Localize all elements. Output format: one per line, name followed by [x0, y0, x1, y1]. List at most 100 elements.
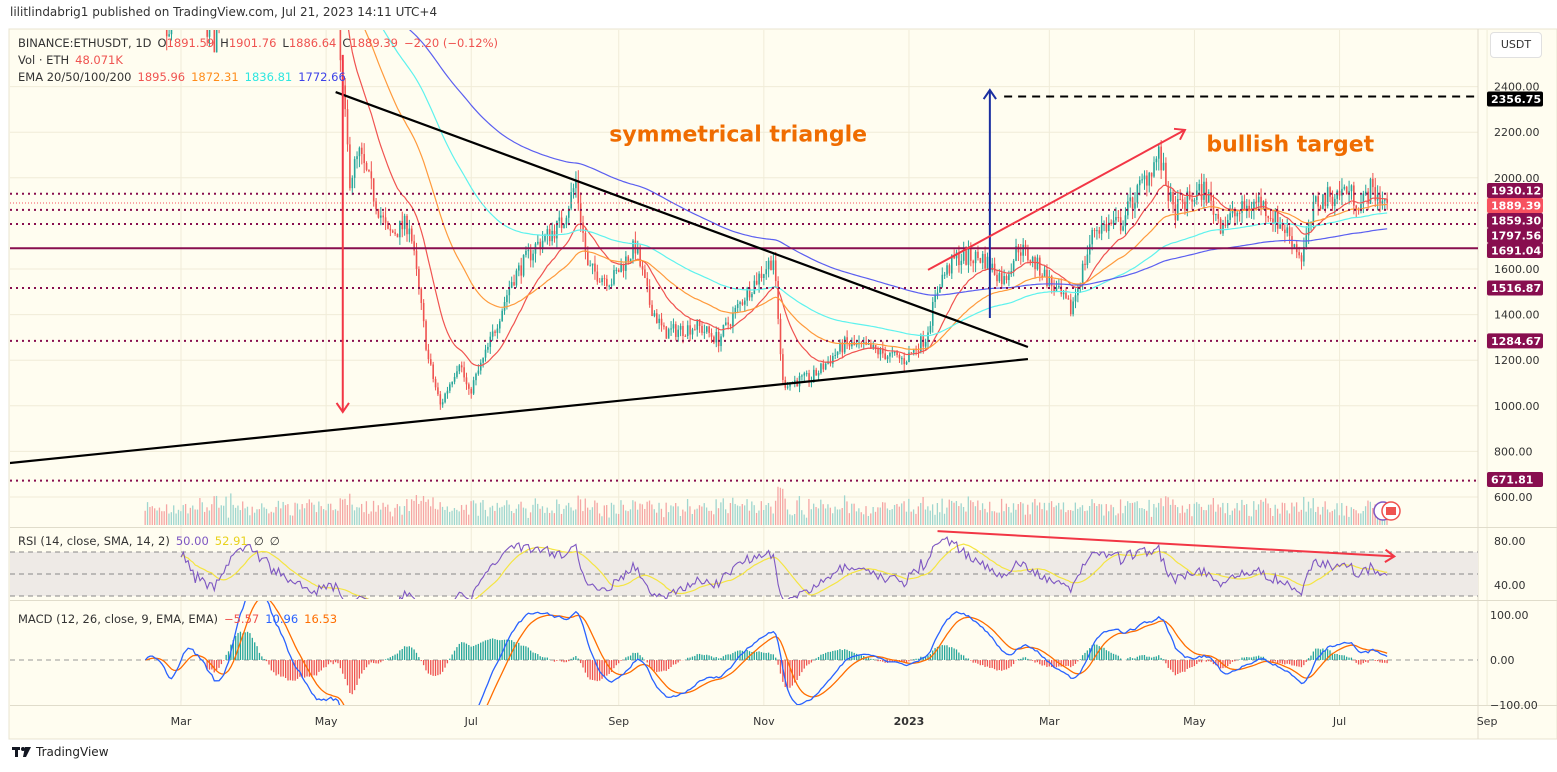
- macd-histogram-bar: [832, 650, 834, 660]
- volume-bar: [1160, 498, 1162, 525]
- macd-histogram-bar: [634, 653, 636, 660]
- rising-trend-arrow[interactable]: [927, 129, 1186, 271]
- macd-histogram-bar: [613, 660, 615, 669]
- footer-brand[interactable]: TradingView: [12, 745, 109, 759]
- candle-body: [629, 258, 632, 262]
- volume-bar: [206, 507, 208, 525]
- volume-bar: [796, 500, 798, 525]
- volume-bar: [472, 500, 475, 525]
- volume-bar: [874, 511, 877, 525]
- candle-body: [1079, 284, 1082, 288]
- macd-histogram-bar: [261, 656, 263, 660]
- candle-body: [449, 384, 451, 391]
- volume-bar: [337, 510, 339, 525]
- annotation-text[interactable]: bullish target: [1206, 133, 1374, 158]
- candle-body: [380, 215, 382, 218]
- rsi-divergence-arrow-head: [1384, 548, 1397, 563]
- macd-histogram-bar: [537, 654, 539, 660]
- candle-body: [482, 357, 484, 363]
- candle-body: [1086, 254, 1089, 265]
- volume-bar: [434, 508, 437, 525]
- volume-bar: [1364, 506, 1367, 525]
- candle-body: [908, 352, 910, 363]
- volume-bar: [1291, 502, 1293, 525]
- volume-bar: [1229, 514, 1231, 525]
- macd-histogram-bar: [225, 654, 227, 660]
- candle-body: [415, 250, 418, 269]
- macd-histogram-bar: [377, 660, 380, 664]
- annotation-text[interactable]: symmetrical triangle: [609, 122, 867, 147]
- volume-bar: [810, 509, 812, 525]
- volume-bar: [503, 505, 506, 525]
- volume-bar: [1031, 502, 1034, 525]
- macd-histogram-bar: [327, 660, 330, 665]
- volume-bar: [1100, 504, 1103, 525]
- candle-body: [708, 326, 710, 334]
- macd-histogram-bar: [1048, 660, 1050, 667]
- candle-body: [1276, 210, 1279, 229]
- candle-body: [836, 351, 839, 355]
- candle-body: [1072, 301, 1074, 315]
- volume-bar: [1134, 502, 1136, 525]
- rsi-divergence-arrow[interactable]: [937, 530, 1395, 558]
- candle-body: [1303, 246, 1305, 262]
- macd-histogram-bar: [1374, 660, 1376, 661]
- candle-body: [1319, 206, 1322, 210]
- macd-histogram-bar: [1284, 660, 1286, 665]
- volume-bar: [708, 510, 710, 525]
- volume-bar: [625, 510, 627, 525]
- volume-bar: [1305, 511, 1307, 525]
- macd-histogram-bar: [844, 649, 846, 660]
- volume-bar: [1248, 515, 1250, 525]
- volume-bar: [1255, 509, 1257, 525]
- triangle-lower-trendline[interactable]: [10, 357, 1029, 465]
- volume-bar: [941, 498, 943, 525]
- volume-bar: [589, 509, 591, 525]
- volume-bar: [979, 510, 981, 525]
- macd-histogram-bar: [1158, 655, 1160, 660]
- volume-bar: [1215, 511, 1217, 525]
- rsi-pane[interactable]: [10, 530, 1478, 617]
- currency-button[interactable]: USDT: [1490, 32, 1542, 58]
- volume-bar: [1357, 513, 1360, 525]
- volume-bar: [1241, 499, 1243, 525]
- macd-histogram-bar: [308, 660, 311, 677]
- macd-pane[interactable]: [10, 587, 1478, 772]
- macd-histogram-bar: [706, 654, 708, 660]
- height-down-arrow-head: [335, 402, 350, 414]
- macd-histogram-bar: [594, 660, 596, 681]
- macd-histogram-bar: [701, 654, 703, 660]
- volume-bar: [429, 506, 432, 525]
- triangle-upper-trendline[interactable]: [335, 91, 1029, 349]
- volume-bar: [1286, 510, 1288, 525]
- volume-bar: [346, 505, 349, 525]
- candle-body: [432, 364, 434, 379]
- candle-body: [872, 345, 875, 349]
- candle-body: [211, 22, 213, 24]
- volume-bar: [213, 496, 215, 525]
- volume-bar: [168, 513, 170, 525]
- candle-body: [463, 367, 465, 378]
- time-tick-label: May: [315, 715, 338, 728]
- macd-histogram-bar: [677, 660, 679, 663]
- main-pane[interactable]: symmetrical triangle bullish target: [10, 0, 1478, 525]
- macd-histogram-bar: [1269, 660, 1272, 662]
- candle-body: [339, 30, 342, 61]
- candle-body: [346, 109, 349, 145]
- macd-histogram-bar: [1150, 657, 1153, 660]
- macd-histogram-bar: [687, 657, 689, 660]
- volume-bar: [1207, 504, 1210, 525]
- macd-histogram-bar: [870, 658, 872, 660]
- macd-histogram-bar: [913, 659, 915, 660]
- candle-body: [525, 250, 527, 255]
- macd-histogram-bar: [227, 651, 230, 660]
- legend-volume: Vol · ETH 48.071K: [18, 53, 129, 67]
- volume-bar: [1079, 507, 1081, 525]
- volume-bar: [1129, 503, 1131, 525]
- macd-histogram-bar: [480, 642, 482, 660]
- candle-body: [1362, 193, 1365, 204]
- macd-histogram-bar: [989, 660, 991, 668]
- candle-body: [425, 321, 427, 350]
- macd-histogram-bar: [1326, 649, 1329, 660]
